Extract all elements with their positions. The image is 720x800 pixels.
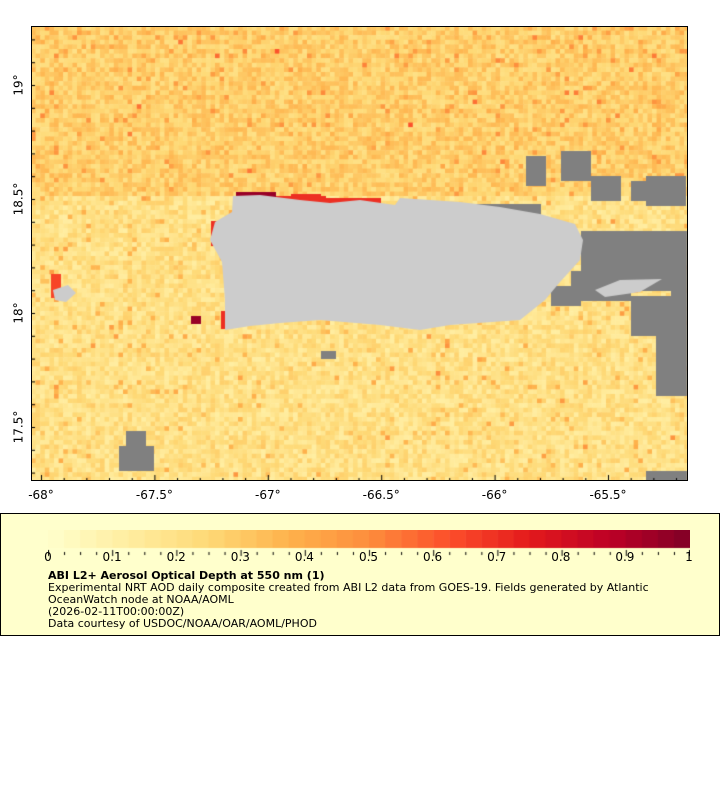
colorbar-tick-label: 0.2 [166,550,186,564]
x-tick-label: -68° [28,488,54,502]
legend-title: ABI L2+ Aerosol Optical Depth at 550 nm … [48,569,325,582]
y-tick-label: 19° [11,74,26,96]
y-tick-label: 17.5° [10,410,25,444]
legend-credit: Data courtesy of USDOC/NOAA/OAR/AOML/PHO… [48,617,317,630]
colorbar-tick-label: 0.8 [551,550,571,564]
legend-description: Experimental NRT AOD daily composite cre… [48,581,649,594]
x-tick-label: -67.5° [135,488,173,502]
colorbar-tick-label: 0.9 [615,550,635,564]
aod-map [31,26,688,481]
colorbar-tick-label: 0.1 [102,550,122,564]
x-tick-label: -66° [481,488,508,502]
colorbar-tick-label: 0.7 [487,550,507,564]
map-frame [31,26,688,481]
x-tick-label: -65.5° [589,488,627,502]
x-tick-label: -66.5° [362,488,400,502]
legend-time: (2026-02-11T00:00:00Z) [48,605,185,618]
colorbar-tick-label: 0.3 [230,550,250,564]
colorbar-tick-label: 1 [685,550,693,564]
legend: 0 0.1 0.2 0.3 0.4 0.5 0.6 0.7 0.8 0.9 1 ABI L2+ Ae… [0,513,720,636]
colorbar-tick-label: 0 [44,550,52,564]
colorbar-tick-label: 0.5 [358,550,379,564]
legend-description-2: OceanWatch node at NOAA/AOML [48,593,234,606]
colorbar-tick-label: 0.4 [294,550,314,564]
x-tick-label: -67° [254,488,281,502]
colorbar-tick-label: 0.6 [423,550,443,564]
colorbar [48,530,690,566]
y-tick-label: 18° [11,302,26,324]
legend-text: ABI L2+ Aerosol Optical Depth at 550 nm … [48,570,649,630]
y-tick-label: 18.5° [10,182,25,216]
